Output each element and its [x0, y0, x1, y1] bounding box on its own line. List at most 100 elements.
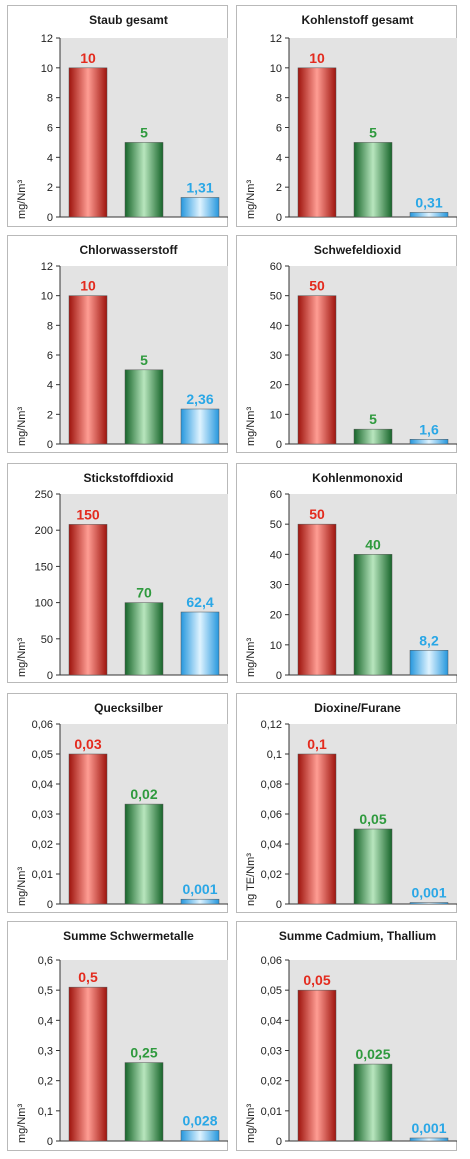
bar-value-label: 50	[309, 278, 325, 294]
y-tick-label: 30	[270, 350, 282, 362]
y-tick-label: 2	[47, 409, 53, 421]
y-tick-label: 0,1	[267, 749, 282, 761]
y-tick-label: 6	[47, 350, 53, 362]
y-tick-label: 10	[270, 63, 282, 75]
bar-blue	[180, 611, 220, 676]
y-tick-label: 0	[276, 439, 282, 451]
bar-green	[124, 803, 164, 905]
y-tick-label: 20	[270, 610, 282, 622]
y-axis-label: ng TE/Nm³	[245, 853, 257, 906]
y-tick-label: 0,4	[38, 1015, 53, 1027]
y-tick-label: 40	[270, 549, 282, 561]
chart-svg-kohlenstoff-gesamt: Kohlenstoff gesamt 0 2 4 6 8 10 12 mg/Nm³ 10 5 0,31	[245, 13, 457, 224]
chart-svg-chlorwasserstoff: Chlorwasserstoff 0 2 4 6 8 10 12 mg/Nm³ 10 5 2,36	[16, 243, 228, 451]
chart-panel-chlorwasserstoff: Chlorwasserstoff 0 2 4 6 8 10 12 mg/Nm³ 10 5 2,36	[7, 235, 228, 453]
bar-value-label: 150	[76, 506, 100, 522]
chart-panel-schwefeldioxid: Schwefeldioxid 0 10 20 30 40 50 60 mg/Nm³ 50 5 1,6	[236, 235, 457, 453]
y-tick-label: 0,1	[38, 1106, 53, 1118]
y-tick-label: 200	[35, 525, 53, 537]
bar-value-label: 0,25	[130, 1045, 157, 1061]
chart-svg-summe-cadmium-thallium: Summe Cadmium, Thallium 0 0,01 0,02 0,03 0,04…	[245, 929, 457, 1148]
bar-value-label: 50	[309, 506, 325, 522]
y-tick-label: 0,03	[32, 809, 53, 821]
y-tick-label: 8	[47, 93, 53, 105]
chart-title: Quecksilber	[94, 701, 163, 715]
y-tick-label: 0,02	[261, 1076, 282, 1088]
bar-red	[68, 295, 108, 445]
y-tick-label: 12	[270, 33, 282, 45]
chart-svg-stickstoffdioxid: Stickstoffdioxid 0 50 100 150 200 250 mg/Nm³ 150…	[16, 471, 228, 682]
y-tick-label: 0,06	[261, 809, 282, 821]
bar-value-label: 0,5	[78, 969, 98, 985]
bar-green	[353, 828, 393, 905]
bar-blue	[180, 1130, 220, 1142]
bar-green	[353, 1063, 393, 1142]
y-tick-label: 30	[270, 580, 282, 592]
y-tick-label: 0,12	[261, 719, 282, 731]
y-tick-label: 150	[35, 561, 53, 573]
y-tick-label: 10	[270, 409, 282, 421]
y-tick-label: 4	[276, 152, 282, 164]
y-tick-label: 8	[276, 93, 282, 105]
bar-red	[68, 524, 108, 676]
y-tick-label: 0	[47, 212, 53, 224]
bar-value-label: 5	[140, 352, 148, 368]
bar-value-label: 62,4	[186, 594, 213, 610]
bar-red	[68, 986, 108, 1142]
y-tick-label: 250	[35, 489, 53, 501]
y-tick-label: 0,5	[38, 985, 53, 997]
y-tick-label: 6	[276, 123, 282, 135]
bar-red	[297, 523, 337, 676]
y-tick-label: 0	[47, 670, 53, 682]
bar-blue	[409, 650, 449, 676]
y-tick-label: 4	[47, 152, 53, 164]
y-tick-label: 2	[47, 182, 53, 194]
chart-svg-staub-gesamt: Staub gesamt 0 2 4 6 8 10 12 mg/Nm³ 10 5 1,31	[16, 13, 228, 224]
y-tick-label: 0	[276, 899, 282, 911]
y-tick-label: 50	[41, 634, 53, 646]
chart-panel-dioxine-furane: Dioxine/Furane 0 0,02 0,04 0,06 0,08 0,1 0,12 ng…	[236, 693, 457, 913]
y-tick-label: 0	[276, 670, 282, 682]
bar-red	[297, 295, 337, 445]
y-tick-label: 8	[47, 320, 53, 332]
bar-value-label: 10	[80, 50, 96, 66]
y-tick-label: 20	[270, 380, 282, 392]
bar-green	[124, 369, 164, 445]
chart-panel-summe-schwermetalle: Summe Schwermetalle 0 0,1 0,2 0,3 0,4 0,5 0,6 mg…	[7, 921, 228, 1151]
bar-red	[297, 753, 337, 905]
chart-panel-quecksilber: Quecksilber 0 0,01 0,02 0,03 0,04 0,05 0,06 mg/N…	[7, 693, 228, 913]
y-axis-label: mg/Nm³	[245, 638, 257, 677]
y-axis-label: mg/Nm³	[245, 1104, 257, 1143]
bar-value-label: 0,31	[415, 194, 442, 210]
bar-green	[124, 602, 164, 676]
bar-red	[68, 67, 108, 218]
y-tick-label: 10	[270, 640, 282, 652]
bar-value-label: 1,31	[186, 179, 213, 195]
y-tick-label: 0,04	[32, 779, 53, 791]
bar-value-label: 8,2	[419, 632, 439, 648]
chart-title: Kohlenmonoxid	[312, 471, 403, 485]
bar-green	[353, 428, 393, 445]
bar-blue	[180, 898, 220, 905]
y-tick-label: 50	[270, 519, 282, 531]
chart-panel-stickstoffdioxid: Stickstoffdioxid 0 50 100 150 200 250 mg/Nm³ 150…	[7, 463, 228, 683]
bar-value-label: 5	[369, 124, 377, 140]
chart-title: Summe Cadmium, Thallium	[279, 929, 436, 943]
bar-blue	[409, 1137, 449, 1142]
y-tick-label: 12	[41, 33, 53, 45]
y-tick-label: 0,2	[38, 1076, 53, 1088]
chart-svg-quecksilber: Quecksilber 0 0,01 0,02 0,03 0,04 0,05 0,06 mg/N…	[16, 701, 228, 911]
y-tick-label: 4	[47, 380, 53, 392]
y-tick-label: 6	[47, 123, 53, 135]
bar-value-label: 0,001	[182, 881, 217, 897]
chart-title: Summe Schwermetalle	[63, 929, 194, 943]
bar-blue	[180, 197, 220, 218]
y-axis-label: mg/Nm³	[16, 180, 28, 219]
y-tick-label: 0	[276, 212, 282, 224]
y-tick-label: 12	[41, 261, 53, 273]
bar-value-label: 0,025	[355, 1046, 390, 1062]
bar-value-label: 0,001	[411, 1120, 446, 1136]
bar-blue	[180, 408, 220, 445]
bar-value-label: 40	[365, 536, 381, 552]
bar-red	[68, 753, 108, 905]
